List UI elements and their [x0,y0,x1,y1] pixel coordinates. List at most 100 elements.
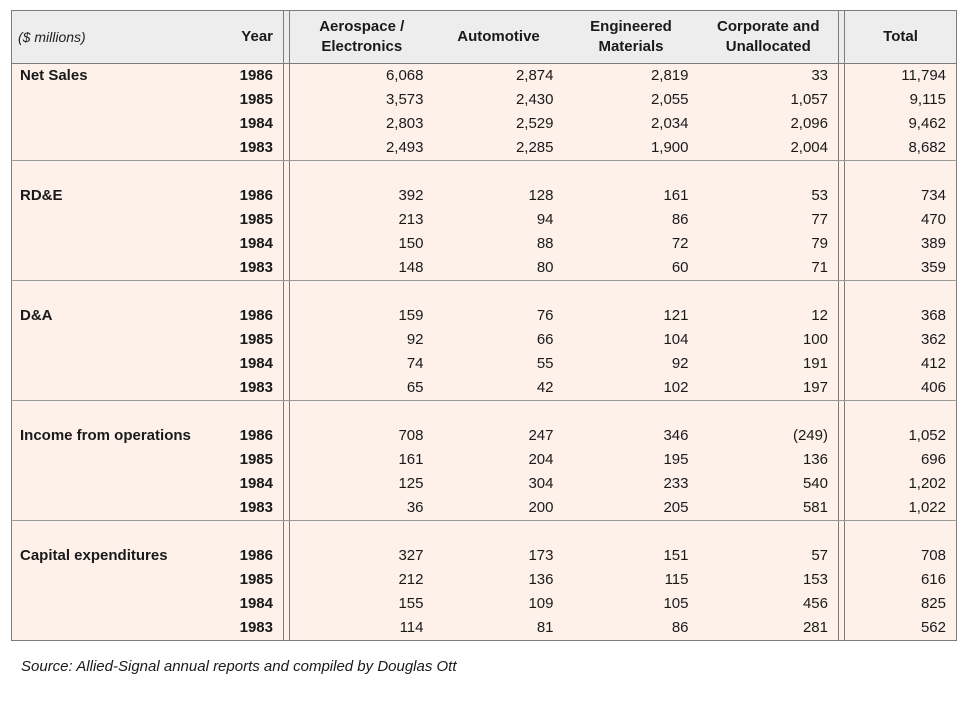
value-cell: 105 [563,592,699,616]
total-value-cell: 1,022 [844,496,957,521]
value-cell: 2,493 [289,136,434,161]
value-cell: 12 [698,304,839,328]
value-cell: 708 [289,424,434,448]
unit-label: ($ millions) [11,10,220,64]
table-row: 1983 65 42 102 197 406 [11,376,957,401]
total-value-cell: 359 [844,256,957,281]
column-gap [838,232,845,256]
value-cell: 88 [433,232,564,256]
section-label: Income from operations [11,424,220,448]
column-gap [283,616,290,641]
section-label [11,376,220,401]
column-gap [283,136,290,161]
value-cell: 71 [698,256,839,281]
section-spacer-row [11,400,957,424]
column-gap [283,328,290,352]
value-cell: 33 [698,63,839,88]
value-cell: 213 [289,208,434,232]
column-gap [283,568,290,592]
value-cell: 304 [433,472,564,496]
column-gap [283,208,290,232]
column-gap [283,112,290,136]
table-header: ($ millions) Year Aerospace / Electronic… [11,10,957,64]
section-label [11,592,220,616]
table-row: 1983 36 200 205 581 1,022 [11,496,957,521]
value-cell: 53 [698,184,839,208]
table-row: 1983 114 81 86 281 562 [11,616,957,641]
value-cell: 77 [698,208,839,232]
value-cell: 540 [698,472,839,496]
value-cell: 195 [563,448,699,472]
table-row: 1983 2,493 2,285 1,900 2,004 8,682 [11,136,957,161]
total-value-cell: 734 [844,184,957,208]
table-body: Net Sales 1986 6,068 2,874 2,819 33 11,794 1985… [11,63,957,641]
value-cell: 2,055 [563,88,699,112]
value-cell: 79 [698,232,839,256]
table-row: 1984 125 304 233 540 1,202 [11,472,957,496]
value-cell: 3,573 [289,88,434,112]
section-label [11,136,220,161]
spacer-cell [844,160,957,184]
value-cell: 42 [433,376,564,401]
section-label [11,472,220,496]
spacer-cell [11,520,220,544]
value-cell: 2,430 [433,88,564,112]
table-row: 1984 155 109 105 456 825 [11,592,957,616]
section-label [11,232,220,256]
value-cell: 6,068 [289,63,434,88]
value-cell: 161 [563,184,699,208]
value-cell: 2,004 [698,136,839,161]
value-cell: 136 [698,448,839,472]
section-label [11,496,220,521]
value-cell: 159 [289,304,434,328]
year-cell: 1985 [219,568,284,592]
section-label [11,112,220,136]
section-label [11,88,220,112]
year-cell: 1986 [219,304,284,328]
column-gap [283,304,290,328]
table-row: 1984 2,803 2,529 2,034 2,096 9,462 [11,112,957,136]
value-cell: 1,057 [698,88,839,112]
column-gap [838,448,845,472]
column-gap [283,424,290,448]
value-cell: 80 [433,256,564,281]
table-row: 1985 212 136 115 153 616 [11,568,957,592]
value-cell: 2,285 [433,136,564,161]
spacer-cell [563,400,699,424]
year-cell: 1983 [219,616,284,641]
column-gap [838,208,845,232]
total-value-cell: 470 [844,208,957,232]
spacer-cell [433,160,564,184]
year-cell: 1984 [219,592,284,616]
source-note: Source: Allied-Signal annual reports and… [21,658,457,675]
section-label: D&A [11,304,220,328]
column-gap [838,328,845,352]
spacer-cell [289,400,434,424]
column-gap [838,616,845,641]
section-label: RD&E [11,184,220,208]
column-gap [838,400,845,424]
section-spacer-row [11,160,957,184]
section-label: Capital expenditures [11,544,220,568]
total-value-cell: 412 [844,352,957,376]
spacer-cell [698,400,839,424]
section-label [11,256,220,281]
value-cell: 191 [698,352,839,376]
value-cell: 94 [433,208,564,232]
table-row: RD&E 1986 392 128 161 53 734 [11,184,957,208]
value-cell: 281 [698,616,839,641]
year-cell: 1983 [219,136,284,161]
value-cell: 200 [433,496,564,521]
table-row: 1984 74 55 92 191 412 [11,352,957,376]
spacer-cell [563,280,699,304]
value-cell: 115 [563,568,699,592]
value-cell: 150 [289,232,434,256]
column-gap [838,184,845,208]
column-gap [283,280,290,304]
value-cell: 65 [289,376,434,401]
column-header-automotive: Automotive [433,10,564,64]
value-cell: 392 [289,184,434,208]
value-cell: 2,874 [433,63,564,88]
year-cell: 1985 [219,448,284,472]
value-cell: 81 [433,616,564,641]
